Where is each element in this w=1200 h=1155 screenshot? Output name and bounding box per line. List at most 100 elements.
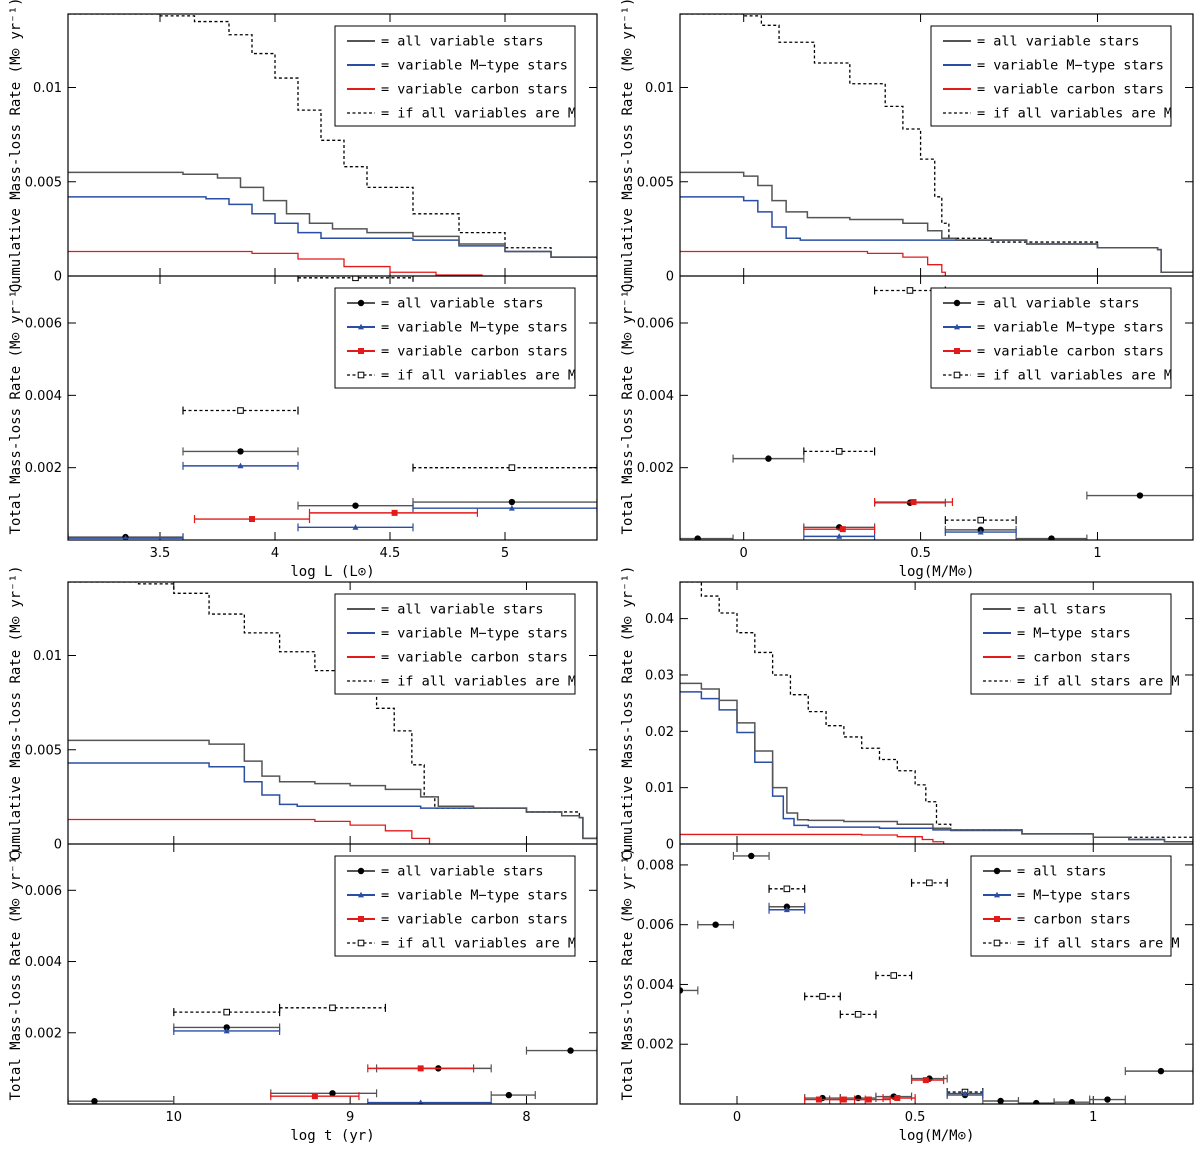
point-marker-carbon — [894, 1095, 901, 1102]
legend-label-mtype: = M−type stars — [1017, 626, 1131, 642]
y-tick-label: 0.01 — [33, 649, 62, 664]
y-tick-label: 0.002 — [25, 461, 62, 476]
y-tick-label: 0.005 — [637, 175, 674, 190]
x-tick-label: 10 — [166, 1110, 183, 1125]
y-tick-label: 0.002 — [25, 1026, 62, 1041]
y-tick-label: 0.006 — [25, 317, 62, 332]
x-tick-label: 3.5 — [150, 546, 171, 561]
br-bottom-plot — [680, 851, 1193, 1104]
legend-label-ifm: = if all stars are M — [1017, 674, 1180, 690]
point-marker-carbon — [865, 1096, 872, 1103]
legend: = all variable stars = variable M−type st… — [334, 25, 576, 127]
legend-marker-ifm — [357, 371, 365, 379]
panel-bl: 0 0.005 0.01 Cumulative Mass-loss Rate (M⊙ … — [8, 565, 598, 1144]
y-tick-label: 0.004 — [25, 955, 62, 970]
point-marker-all — [223, 1024, 230, 1031]
legend-label-mtype: = variable M−type stars — [381, 626, 568, 642]
legend-label-all: = all variable stars — [381, 34, 544, 50]
y-tick-label: 0.004 — [25, 389, 62, 404]
point-marker-ifm — [977, 516, 985, 524]
point-marker-mtype — [962, 1090, 968, 1096]
legend-marker-carbon — [358, 348, 364, 354]
series-line-mtype — [680, 196, 1193, 273]
panel-frame — [67, 13, 598, 541]
panel-tl: 0 0.005 0.01 Cumulative Mass-loss Rate (M⊙ … — [8, 0, 598, 580]
point-marker-all — [1033, 1099, 1040, 1104]
point-marker-all — [329, 1090, 336, 1097]
legend-label-carbon: = carbon stars — [1017, 912, 1131, 928]
legend-label-all: = all variable stars — [977, 296, 1140, 312]
point-marker-all — [694, 535, 701, 540]
legend-box — [930, 287, 1172, 389]
legend-box — [970, 855, 1172, 957]
x-axis-label: log t (yr) — [290, 1128, 374, 1144]
legend: = all variable stars = variable M−type st… — [930, 287, 1172, 389]
y-tick-label: 0 — [54, 838, 62, 853]
legend-marker-mtype — [954, 323, 960, 330]
bl-top-subplot: 0 0.005 0.01 Cumulative Mass-loss Rate (M⊙ … — [8, 565, 597, 861]
point-marker-carbon — [249, 516, 255, 523]
point-marker-all — [854, 1094, 862, 1102]
legend-label-ifm: = if all variables are M — [381, 106, 576, 122]
y-tick-label: 0.004 — [637, 978, 674, 993]
point-marker-all — [567, 1047, 574, 1054]
legend-label-all: = all stars — [1017, 602, 1106, 618]
y-tick-label: 0.006 — [637, 317, 674, 332]
legend-label-mtype: = variable M−type stars — [381, 320, 568, 336]
legend-marker-all — [357, 867, 365, 875]
y-axis-label: Cumulative Mass-loss Rate (M⊙ yr⁻¹) — [8, 565, 24, 860]
tr-top-plot — [680, 14, 1193, 276]
point-marker-all — [1048, 535, 1055, 540]
point-marker-all — [712, 921, 719, 928]
point-marker-all — [748, 852, 755, 860]
x-tick-label: 1 — [1089, 1110, 1097, 1125]
point-marker-ifm — [854, 1011, 862, 1018]
point-marker-mtype — [783, 906, 790, 913]
series-line-all — [68, 171, 597, 260]
legend-marker-all — [357, 299, 365, 307]
y-tick-label: 0 — [666, 270, 674, 285]
panel-frame — [679, 581, 1194, 1105]
series-line-mtype — [68, 762, 597, 840]
point-marker-ifm — [329, 1004, 336, 1012]
y-tick-label: 0.04 — [645, 612, 674, 627]
point-marker-mtype — [122, 534, 129, 540]
point-marker-carbon — [840, 1096, 847, 1103]
y-tick-label: 0.002 — [637, 461, 674, 476]
point-marker-ifm — [352, 276, 359, 282]
point-marker-mtype — [977, 528, 984, 535]
legend-label-all: = all variable stars — [381, 602, 544, 618]
legend: = all variable stars = variable M−type st… — [930, 25, 1172, 127]
legend-box — [970, 593, 1172, 695]
x-tick-label: 1 — [1093, 546, 1101, 561]
x-tick-label: 4.5 — [380, 546, 401, 561]
tl-bottom-plot — [68, 276, 597, 540]
legend-label-all: = all variable stars — [977, 34, 1140, 50]
y-tick-label: 0.002 — [637, 1038, 674, 1053]
y-axis-label: Total Mass-loss Rate (M⊙ yr⁻¹) — [8, 848, 24, 1101]
legend-box — [334, 25, 576, 127]
point-marker-ifm — [819, 993, 826, 1000]
point-marker-carbon — [839, 526, 846, 533]
legend-marker-all — [953, 299, 961, 307]
legend: = all variable stars = variable M−type st… — [334, 855, 576, 957]
point-marker-carbon — [417, 1065, 424, 1072]
series-line-carbon — [68, 250, 483, 276]
y-tick-label: 0.005 — [25, 743, 62, 758]
y-tick-label: 0.008 — [637, 858, 674, 873]
legend-box — [334, 287, 576, 389]
legend-label-carbon: = variable carbon stars — [381, 344, 568, 360]
legend-label-ifm: = if all variables are M — [977, 106, 1172, 122]
legend-marker-carbon — [994, 916, 1000, 922]
tr-top-subplot: 0 0.005 0.01 Cumulative Mass-loss Rate (M⊙ … — [620, 0, 1193, 293]
point-marker-all — [680, 987, 684, 994]
legend-label-ifm: = if all variables are M — [977, 368, 1172, 384]
series-line-ifm — [680, 582, 1193, 844]
y-axis-label: Cumulative Mass-loss Rate (M⊙ yr⁻¹) — [620, 565, 636, 860]
y-axis-label: Total Mass-loss Rate (M⊙ yr⁻¹) — [620, 282, 636, 535]
point-marker-carbon — [815, 1096, 822, 1103]
point-marker-all — [237, 448, 244, 455]
legend-marker-ifm — [357, 939, 365, 947]
